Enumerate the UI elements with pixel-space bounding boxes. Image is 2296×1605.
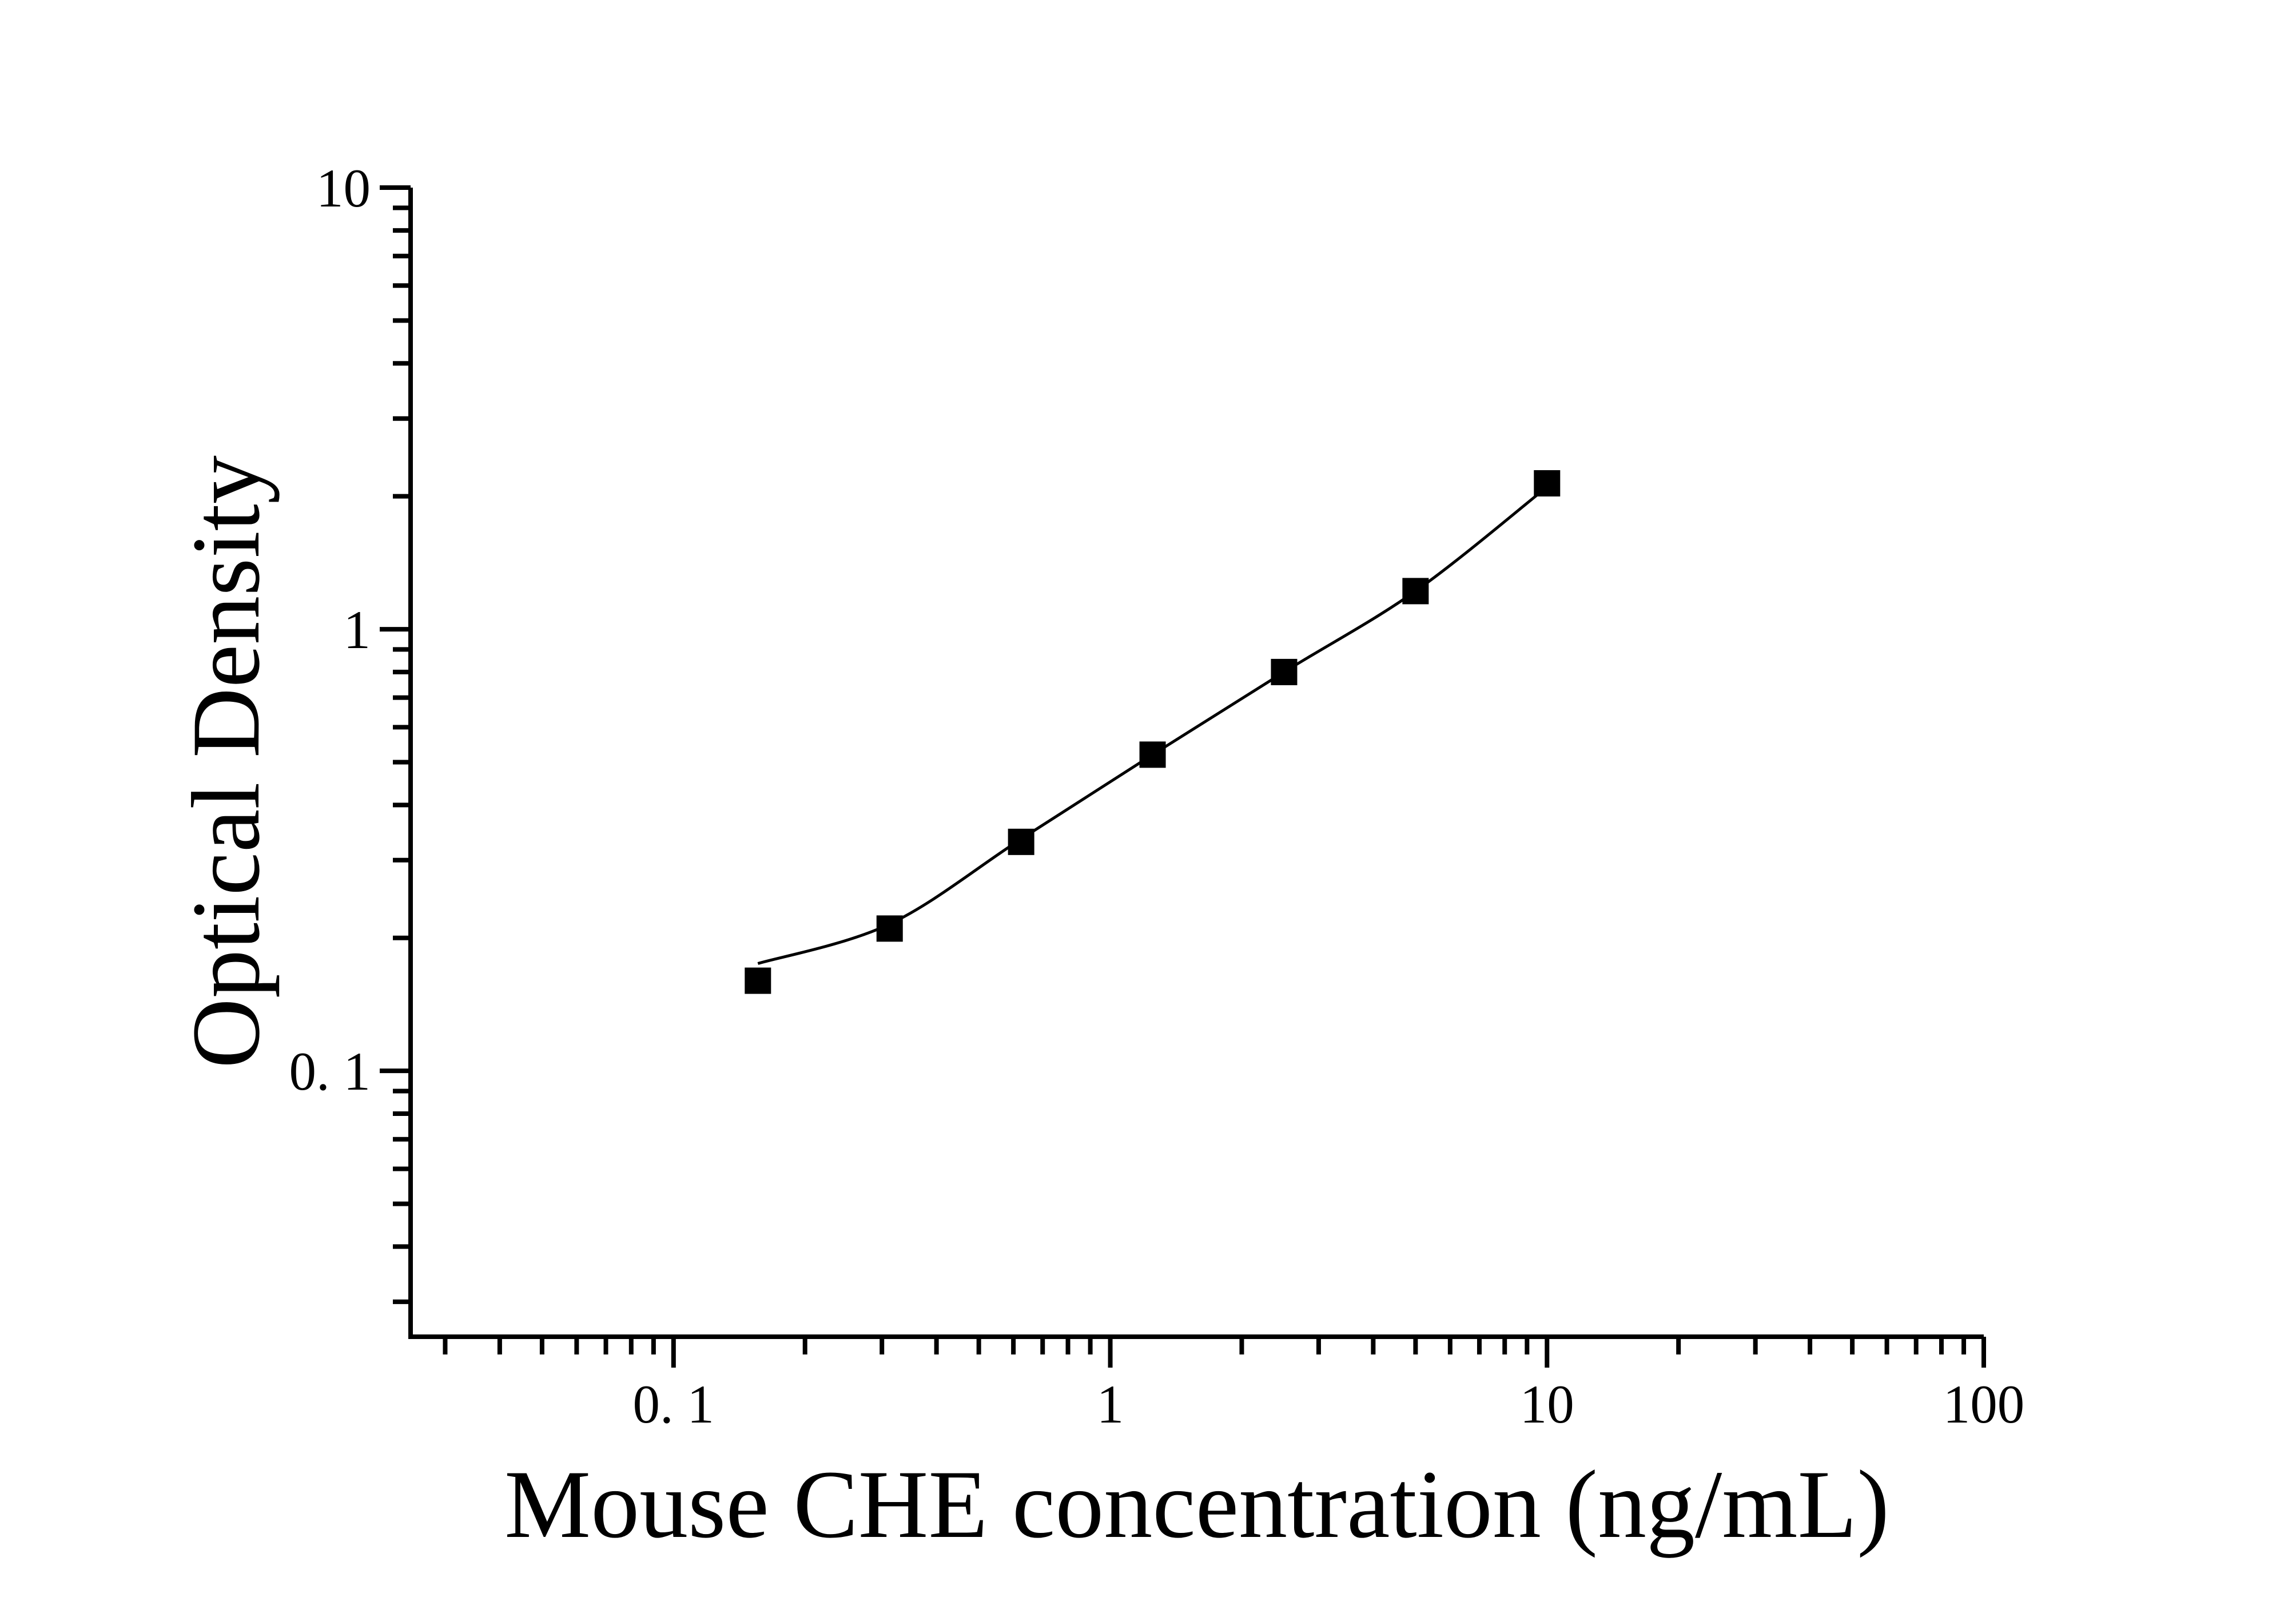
x-tick-label: 0. 1 bbox=[633, 1374, 715, 1435]
y-axis-title: Optical Density bbox=[172, 455, 280, 1068]
data-point-marker bbox=[1534, 470, 1561, 496]
x-tick-label: 100 bbox=[1943, 1374, 2025, 1435]
x-tick-label: 10 bbox=[1520, 1374, 1574, 1435]
data-point-marker bbox=[745, 967, 771, 994]
y-tick-label: 10 bbox=[316, 158, 371, 218]
data-point-marker bbox=[876, 915, 903, 942]
data-point-marker bbox=[1402, 578, 1429, 605]
fit-curve-line bbox=[757, 486, 1548, 965]
data-point-marker bbox=[1008, 828, 1034, 855]
y-tick-label: 0. 1 bbox=[289, 1041, 371, 1102]
data-point-marker bbox=[1139, 741, 1166, 768]
data-point-marker bbox=[1271, 658, 1298, 685]
x-tick-label: 1 bbox=[1097, 1374, 1124, 1435]
y-tick-label: 1 bbox=[344, 599, 371, 660]
x-axis-title: Mouse CHE concentration (ng/mL) bbox=[504, 1451, 1889, 1558]
